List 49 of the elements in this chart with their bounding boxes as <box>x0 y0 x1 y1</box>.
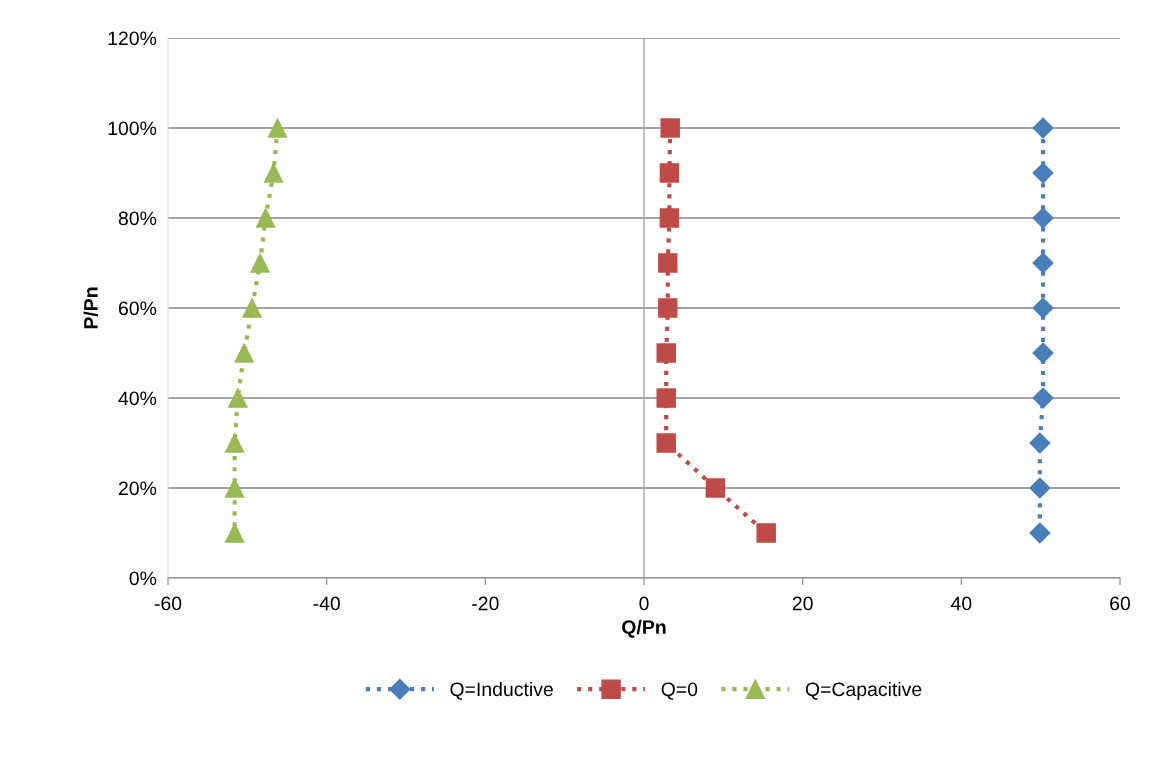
point <box>656 388 676 408</box>
x-tick-label: -40 <box>313 596 340 611</box>
x-tick-label: 20 <box>792 596 813 611</box>
point <box>224 433 245 453</box>
point <box>1032 162 1054 184</box>
point <box>255 208 276 228</box>
point <box>228 388 248 408</box>
point <box>267 118 288 138</box>
y-tick-label: 0% <box>129 571 157 586</box>
y-tick-label: 20% <box>118 481 157 496</box>
point <box>658 253 678 273</box>
legend-label: Q=Capacitive <box>805 681 922 701</box>
x-tick-label: 0 <box>639 596 649 611</box>
point <box>656 343 676 363</box>
point <box>1029 432 1051 454</box>
y-tick-label: 100% <box>108 121 157 136</box>
point <box>1032 252 1054 274</box>
point <box>1032 297 1054 319</box>
x-tick-label: -60 <box>154 596 182 611</box>
point <box>224 523 245 543</box>
point <box>1032 342 1054 364</box>
legend-label: Q=Inductive <box>450 681 553 700</box>
y-tick-label: 60% <box>118 301 157 316</box>
point <box>660 118 680 138</box>
point <box>1029 477 1051 499</box>
y-axis-title: P/Pn <box>83 287 98 329</box>
point <box>659 208 680 228</box>
point <box>756 523 776 543</box>
point <box>656 433 676 453</box>
point <box>1029 522 1051 544</box>
y-tick-label: 80% <box>118 211 157 226</box>
point <box>242 298 262 318</box>
point <box>263 163 284 183</box>
x-tick-label: 40 <box>950 596 972 611</box>
point <box>705 478 726 498</box>
point <box>1032 387 1054 409</box>
point <box>250 253 270 273</box>
x-tick-label: -20 <box>472 596 499 611</box>
point <box>658 298 678 318</box>
y-tick-label: 40% <box>118 391 157 406</box>
x-axis-title: Q/Pn <box>622 619 666 638</box>
point <box>1032 207 1054 229</box>
point <box>224 478 245 498</box>
legend-label: Q=0 <box>661 682 698 700</box>
point <box>659 163 680 183</box>
x-tick-label: 60 <box>1110 596 1131 611</box>
point <box>234 343 254 363</box>
y-tick-label: 120% <box>108 31 157 46</box>
point <box>1032 117 1054 139</box>
